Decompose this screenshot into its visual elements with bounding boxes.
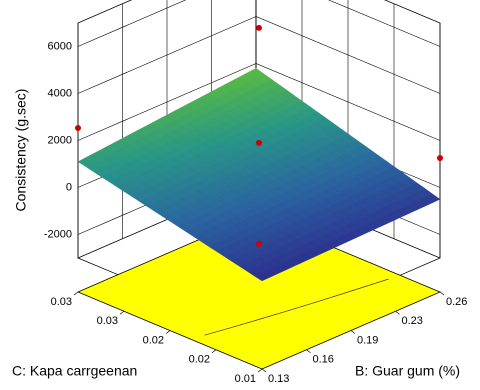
x-tick-label: 0.13 xyxy=(268,373,289,385)
z-tick-label: 4000 xyxy=(48,87,72,99)
grid-line xyxy=(77,0,441,47)
y-tick-label: 0.03 xyxy=(51,296,72,308)
y-tick-label: 0.02 xyxy=(143,334,164,346)
z-axis-title: Consistency (g.sec) xyxy=(13,89,29,212)
y-tick-label: 0.02 xyxy=(189,354,210,366)
z-tick-label: -2000 xyxy=(44,228,72,240)
design-point xyxy=(75,125,81,132)
design-point xyxy=(256,24,262,31)
tick-mark xyxy=(73,291,79,296)
x-tick-label: 0.23 xyxy=(402,315,423,327)
z-tick-label: 6000 xyxy=(48,40,72,52)
x-tick-label: 0.19 xyxy=(357,334,378,346)
tick-mark xyxy=(165,330,171,334)
tick-mark xyxy=(395,310,400,315)
y-axis-title: C: Kapa carrgeenan xyxy=(12,363,137,379)
z-tick-label: 0 xyxy=(66,181,72,193)
tick-mark xyxy=(439,291,445,296)
design-point xyxy=(256,240,262,247)
y-tick-label: 0.01 xyxy=(235,373,256,385)
tick-mark xyxy=(261,368,267,373)
design-point xyxy=(256,139,262,146)
contour-line xyxy=(204,278,389,336)
y-tick-label: 0.03 xyxy=(97,315,118,327)
tick-mark xyxy=(119,310,125,315)
tick-mark xyxy=(350,330,356,334)
x-tick-label: 0.26 xyxy=(446,296,467,308)
tick-mark xyxy=(211,349,217,354)
z-tick-label: 2000 xyxy=(48,134,72,146)
design-point xyxy=(437,155,443,162)
tick-mark xyxy=(306,349,311,354)
tick-mark xyxy=(257,368,263,373)
x-tick-label: 0.16 xyxy=(313,354,334,366)
floor xyxy=(73,214,445,373)
x-axis-title: B: Guar gum (%) xyxy=(355,363,460,379)
surface xyxy=(77,67,441,282)
foreground: -2000 0 2000 4000 6000 0.13 0.16 0.19 0.23 0.26 0.… xyxy=(44,24,467,385)
surface-patch xyxy=(253,272,270,282)
